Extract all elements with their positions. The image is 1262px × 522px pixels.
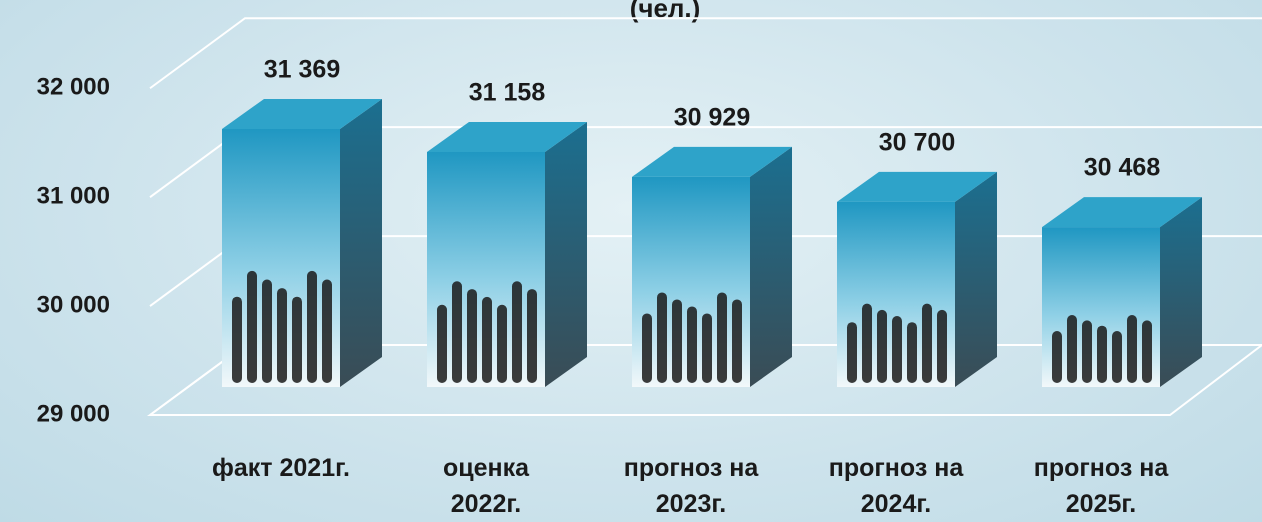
silhouette (672, 299, 682, 383)
silhouette (1052, 331, 1062, 383)
silhouette (322, 279, 332, 383)
value-label: 31 369 (264, 56, 340, 84)
silhouette (702, 313, 712, 383)
bar-side (1160, 197, 1202, 387)
silhouette (277, 288, 287, 383)
silhouette (1097, 326, 1107, 383)
silhouette (1112, 331, 1122, 383)
y-tick-label: 29 000 (37, 400, 110, 427)
chart-area: (чел.) 29 000 30 000 31 000 32 000 31 369 31 … (0, 0, 1262, 522)
bar (222, 99, 382, 387)
silhouette (922, 304, 932, 383)
silhouette (512, 281, 522, 383)
value-label: 30 700 (879, 128, 955, 156)
y-tick-label: 32 000 (37, 74, 110, 101)
silhouette (452, 281, 462, 383)
silhouette (232, 297, 242, 383)
bar (1042, 197, 1202, 387)
chart-title: (чел.) (630, 0, 701, 23)
silhouette (847, 322, 857, 383)
x-tick-label: прогноз на 2025г. (1001, 450, 1201, 522)
silhouette (1067, 315, 1077, 383)
silhouette (437, 305, 447, 383)
silhouette (1142, 320, 1152, 383)
silhouette (907, 322, 917, 383)
value-label: 30 929 (674, 104, 750, 132)
silhouette (1127, 315, 1137, 383)
x-tick-label: оценка 2022г. (386, 450, 586, 522)
silhouette (717, 292, 727, 383)
y-tick-label: 30 000 (37, 291, 110, 318)
silhouette (687, 306, 697, 383)
x-tick-label: факт 2021г. (181, 450, 381, 486)
silhouette (862, 304, 872, 383)
silhouette (642, 313, 652, 383)
silhouette (467, 289, 477, 383)
x-tick-label: прогноз на 2024г. (796, 450, 996, 522)
silhouette (1082, 320, 1092, 383)
bar-side (340, 99, 382, 387)
bar (837, 172, 997, 387)
value-label: 31 158 (469, 79, 546, 107)
silhouette (527, 289, 537, 383)
silhouette (497, 305, 507, 383)
y-tick-label: 31 000 (37, 183, 110, 210)
silhouette (292, 297, 302, 383)
silhouette (937, 310, 947, 383)
silhouette (482, 297, 492, 383)
value-label: 30 468 (1084, 154, 1161, 182)
silhouette (262, 279, 272, 383)
silhouette (877, 310, 887, 383)
bar (427, 122, 587, 387)
silhouette (247, 271, 257, 383)
silhouette (732, 299, 742, 383)
bar (632, 147, 792, 387)
bar-side (955, 172, 997, 387)
silhouette (892, 316, 902, 383)
bar-side (750, 147, 792, 387)
silhouette (657, 292, 667, 383)
silhouette (307, 271, 317, 383)
chart: (чел.) 29 000 30 000 31 000 32 000 31 369 31 … (0, 0, 1262, 522)
x-tick-label: прогноз на 2023г. (591, 450, 791, 522)
bar-side (545, 122, 587, 387)
